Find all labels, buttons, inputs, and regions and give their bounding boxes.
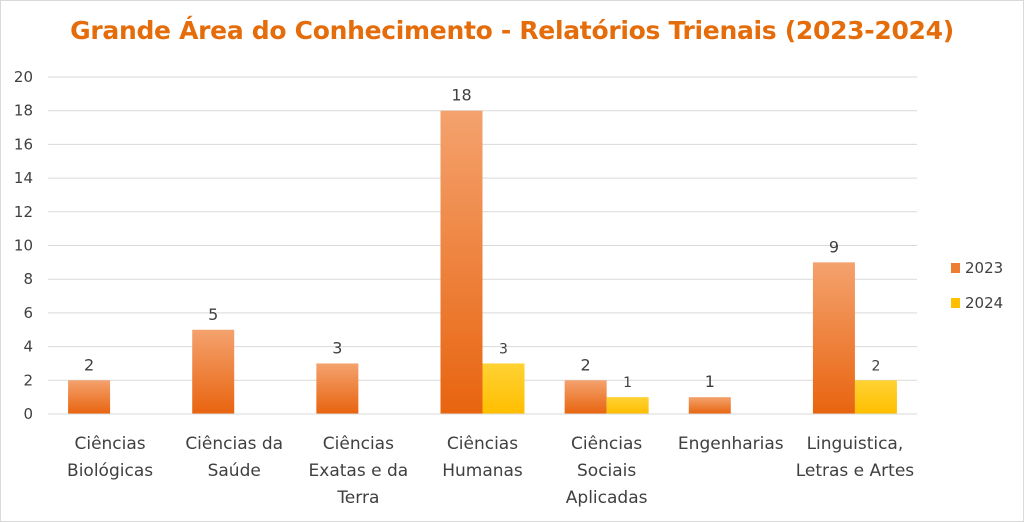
bar-2024 (606, 397, 649, 414)
y-tick-label: 4 (23, 338, 33, 356)
category-label: Linguistica, Letras e Artes (796, 434, 915, 481)
bar-2024 (854, 380, 897, 414)
y-tick-label: 2 (23, 371, 33, 389)
bar-2023 (68, 380, 111, 414)
y-tick-label: 18 (14, 102, 33, 120)
bars (68, 110, 897, 414)
data-label: 1 (705, 372, 715, 391)
data-label: 1 (623, 375, 632, 391)
y-tick-label: 10 (14, 237, 33, 255)
category-label: Ciências Sociais Aplicadas (566, 434, 648, 508)
data-label: 2 (84, 355, 94, 374)
data-labels: 2 5 3 18 2 1 9 3 1 2 (84, 86, 880, 391)
legend-label-2023: 2023 (965, 259, 1003, 277)
chart-title: Grande Área do Conhecimento - Relatórios… (70, 16, 954, 45)
category-label: Engenharias (678, 434, 784, 454)
category-label: Ciências Biológicas (67, 434, 153, 481)
legend-swatch-2024 (951, 298, 960, 308)
legend-label-2024: 2024 (965, 294, 1003, 312)
y-tick-label: 0 (23, 405, 33, 423)
data-label: 2 (581, 355, 591, 374)
category-labels: Ciências Biológicas Ciências da Saúde Ciênci… (67, 434, 914, 508)
y-tick-label: 20 (14, 68, 33, 86)
bar-2023 (440, 110, 483, 414)
bar-2023 (812, 262, 855, 414)
y-tick-label: 6 (23, 304, 33, 322)
data-label: 2 (871, 358, 880, 374)
legend-swatch-2023 (951, 263, 960, 273)
data-label: 18 (451, 86, 471, 105)
bar-2023 (688, 397, 731, 414)
bar-2023 (564, 380, 607, 414)
data-label: 9 (829, 237, 839, 256)
bar-2023 (192, 329, 235, 414)
y-tick-label: 14 (14, 169, 33, 187)
y-axis-ticks: 0 2 4 6 8 10 12 14 16 18 20 (14, 68, 33, 423)
category-label: Ciências Humanas (442, 434, 523, 481)
legend: 2023 2024 (951, 259, 1003, 312)
bar-2023 (316, 363, 359, 414)
y-tick-label: 8 (23, 270, 33, 288)
category-label: Ciências Exatas e da Terra (309, 434, 409, 508)
y-tick-label: 12 (14, 203, 33, 221)
data-label: 3 (332, 338, 342, 357)
y-tick-label: 16 (14, 135, 33, 153)
category-label: Ciências da Saúde (185, 434, 283, 481)
bar-2024 (482, 363, 525, 414)
data-label: 3 (499, 341, 508, 357)
data-label: 5 (208, 305, 218, 324)
